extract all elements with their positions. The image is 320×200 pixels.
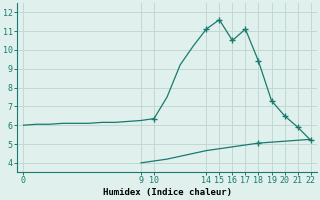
X-axis label: Humidex (Indice chaleur): Humidex (Indice chaleur) (103, 188, 232, 197)
